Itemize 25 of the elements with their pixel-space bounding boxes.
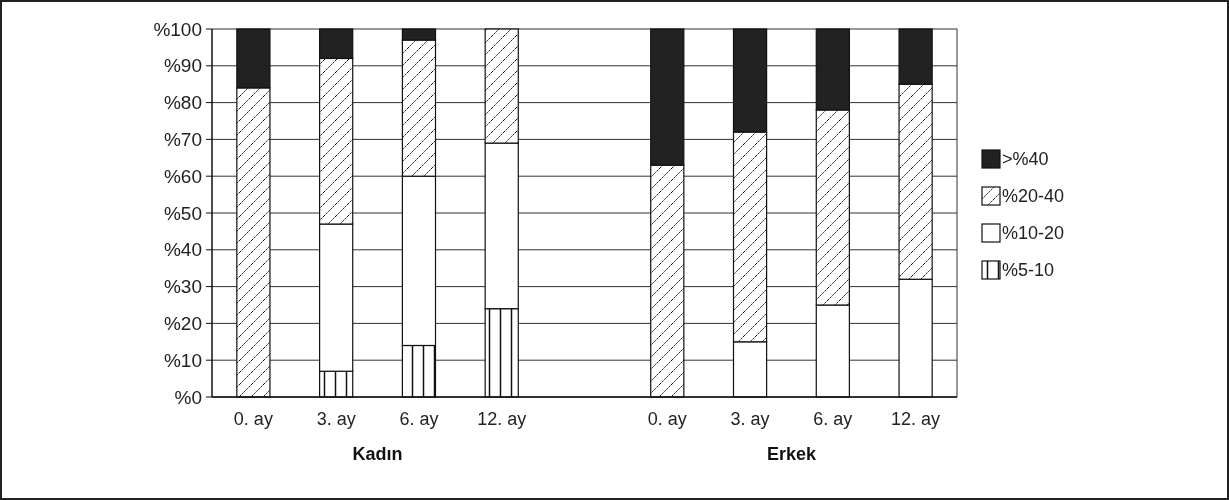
legend-label: %10-20: [1002, 223, 1065, 244]
x-tick-label: 0. ay: [647, 409, 687, 429]
y-tick-label: %0: [174, 386, 202, 408]
legend-label: %20-40: [1002, 186, 1065, 207]
legend-label: %5-10: [1002, 260, 1055, 281]
x-tick-label: 3. ay: [730, 409, 770, 429]
y-tick-label: %70: [163, 129, 202, 151]
text: Kadın: [352, 444, 403, 464]
y-tick-label: %50: [163, 202, 202, 224]
x-tick-label: 6. ay: [399, 409, 439, 429]
text: Erkek: [766, 444, 817, 464]
y-tick-label: %20: [163, 313, 202, 335]
x-tick-label: 0. ay: [233, 409, 273, 429]
x-tick-label: 3. ay: [316, 409, 356, 429]
y-tick-label: %80: [163, 92, 202, 114]
x-tick-label: 12. ay: [891, 409, 941, 429]
y-tick-label: %90: [163, 55, 202, 77]
y-tick-label: %30: [163, 276, 202, 298]
x-tick-label: 6. ay: [813, 409, 853, 429]
y-tick-label: %100: [153, 18, 202, 40]
y-tick-label: %60: [163, 165, 202, 187]
y-tick-label: %10: [163, 349, 202, 371]
legend-label: >%40: [1002, 149, 1049, 170]
y-tick-label: %40: [163, 239, 202, 261]
x-tick-label: 12. ay: [477, 409, 527, 429]
